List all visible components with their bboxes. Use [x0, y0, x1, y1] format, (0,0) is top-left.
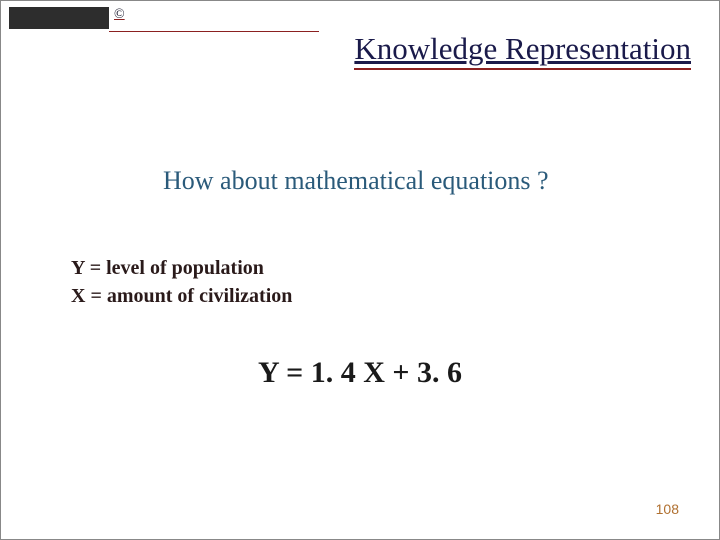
copyright-symbol: ©: [114, 7, 125, 23]
header-bar: [9, 7, 109, 29]
equation: Y = 1. 4 X + 3. 6: [1, 356, 719, 390]
title-container: Knowledge Representation: [354, 31, 691, 70]
page-title: Knowledge Representation: [354, 31, 691, 67]
def-x: X = amount of civilization: [71, 282, 292, 310]
variable-definitions: Y = level of population X = amount of ci…: [71, 254, 292, 310]
subtitle: How about mathematical equations ?: [163, 166, 549, 196]
header-rule: [109, 31, 319, 32]
def-y: Y = level of population: [71, 254, 292, 282]
page-number: 108: [656, 501, 679, 517]
